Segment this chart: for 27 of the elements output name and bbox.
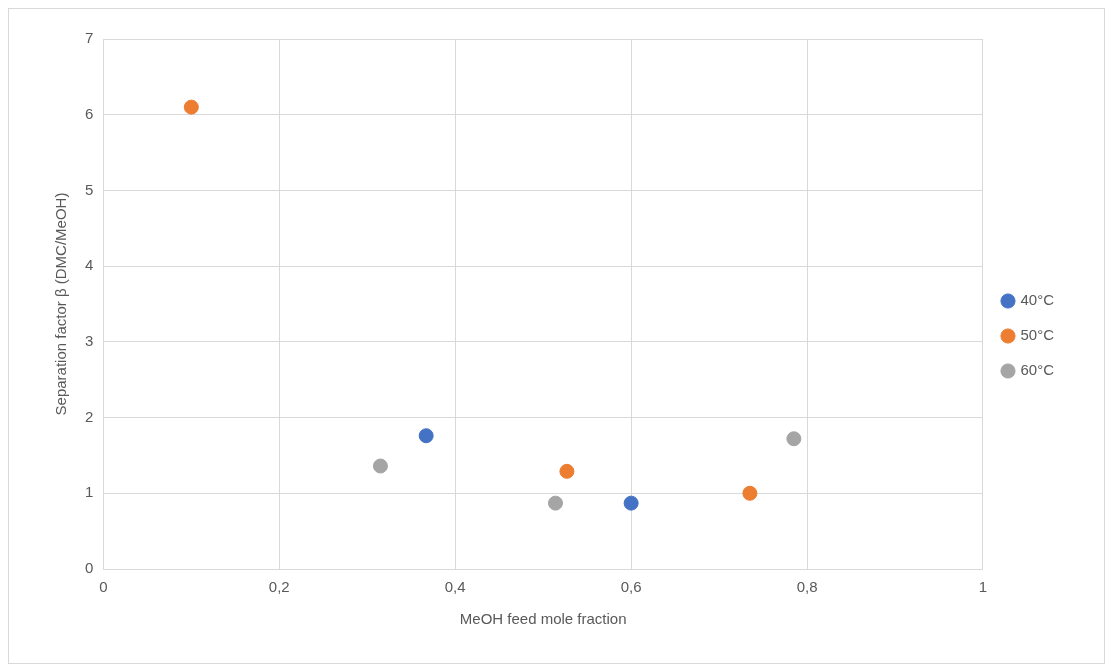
y-tick-label: 5	[85, 180, 94, 198]
y-tick-label: 7	[85, 29, 94, 47]
y-tick-label: 2	[85, 407, 94, 425]
point	[559, 463, 575, 479]
point	[786, 431, 802, 447]
x-tick-label: 0,2	[268, 578, 290, 596]
point	[547, 495, 563, 511]
y-tick-label: 4	[85, 256, 94, 274]
y-tick-label: 3	[85, 332, 94, 349]
point	[372, 458, 388, 474]
point	[418, 428, 434, 444]
y-tick-label: 0	[85, 559, 94, 577]
x-tick-label: 0,6	[620, 578, 642, 596]
x-tick-label: 0	[99, 578, 108, 596]
legend-label: 60°C	[1020, 361, 1055, 379]
point	[623, 495, 639, 511]
y-tick-label: 6	[85, 104, 94, 122]
y-axis-title: Separation factor β (DMC/MeOH)	[52, 192, 70, 416]
x-tick-label: 1	[978, 578, 988, 596]
legend-label: 40°C	[1020, 291, 1055, 309]
y-tick-label: 1	[85, 483, 94, 501]
x-axis-title: MeOH feed mole fraction	[459, 610, 627, 628]
point	[742, 485, 758, 501]
x-tick-label: 0,4	[444, 578, 466, 596]
point	[183, 99, 199, 115]
legend-label: 50°C	[1020, 326, 1055, 344]
x-tick-label: 0,8	[796, 578, 818, 596]
